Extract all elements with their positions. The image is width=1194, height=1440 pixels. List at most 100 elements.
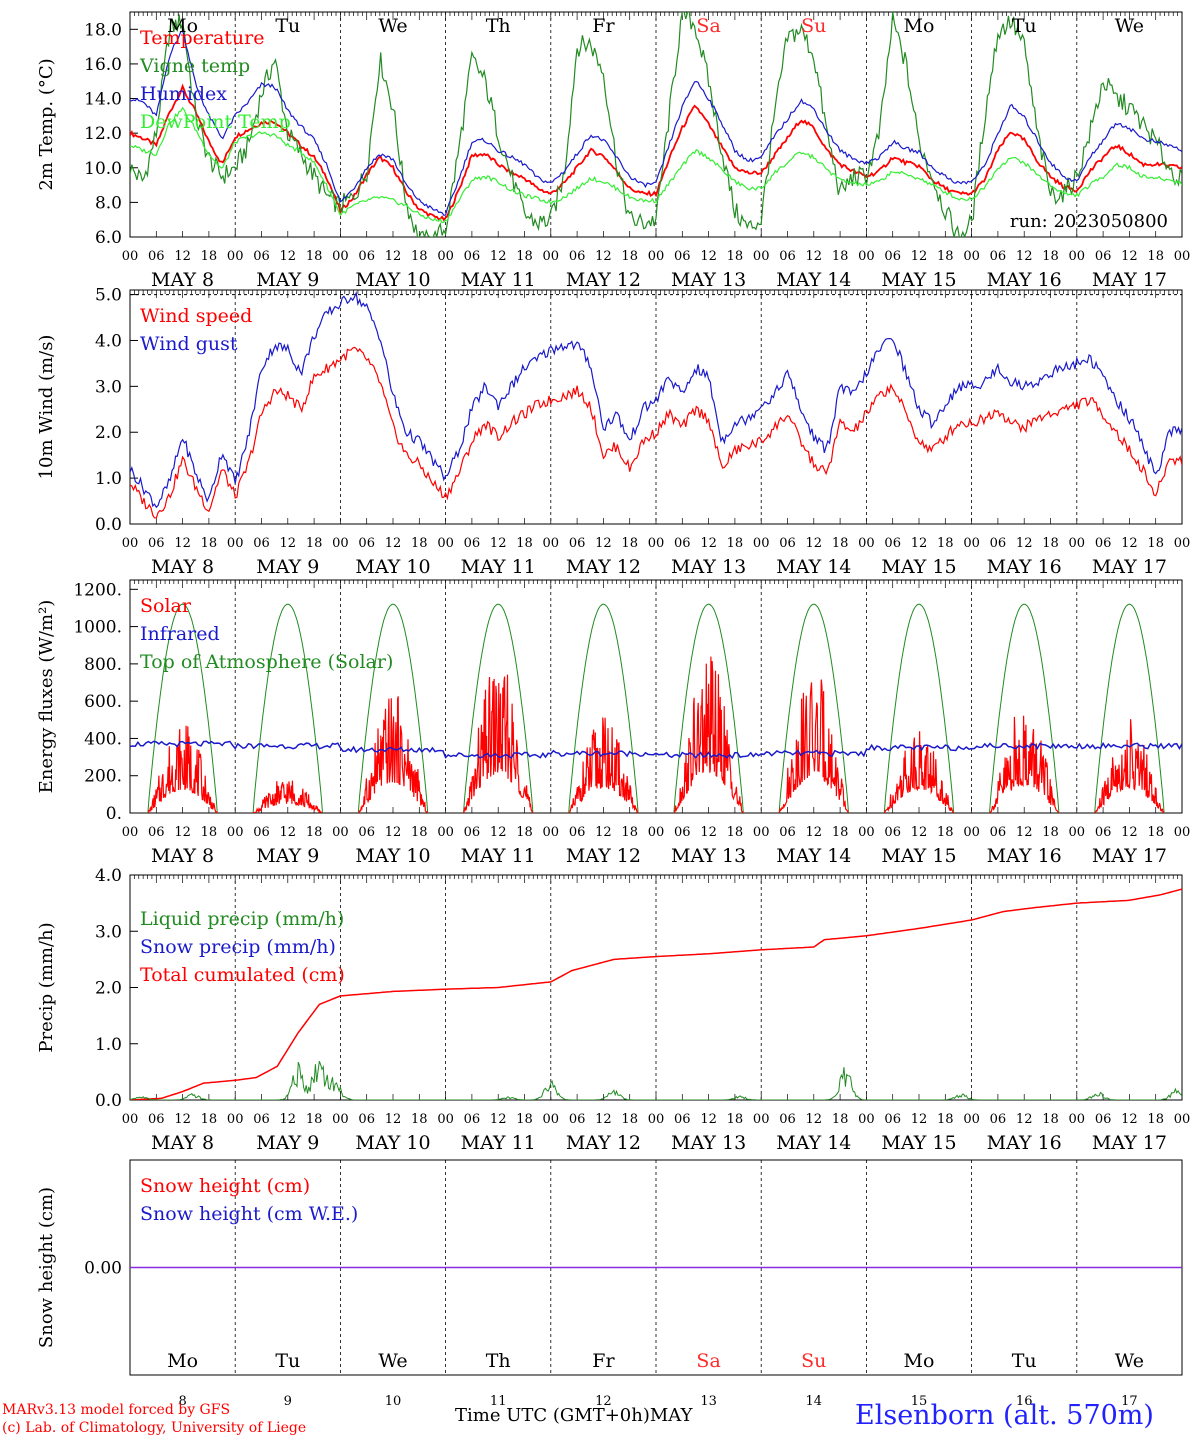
y-tick-label: 12.0 (84, 124, 122, 144)
hour-label: 06 (253, 249, 270, 264)
date-label: MAY 17 (1092, 845, 1167, 867)
hour-label: 18 (1042, 825, 1059, 840)
series-layer (130, 888, 1182, 1100)
hour-label: 18 (621, 536, 638, 551)
hour-label: 00 (437, 825, 454, 840)
weekday-label: Sa (696, 15, 720, 37)
weekday-label: We (1115, 1350, 1144, 1372)
hour-label: 00 (963, 536, 980, 551)
weekday-label: Tu (275, 15, 300, 37)
toa-arc (252, 603, 323, 813)
date-label: MAY 17 (1092, 556, 1167, 578)
hour-label: 06 (1095, 825, 1112, 840)
hour-label: 18 (516, 825, 533, 840)
model-credit-text: MARv3.13 model forced by GFS (2, 1402, 231, 1418)
date-label: MAY 14 (776, 845, 851, 867)
date-label: MAY 12 (566, 845, 641, 867)
weekday-label: We (1115, 15, 1144, 37)
y-tick-label: 0.0 (95, 1091, 122, 1111)
y-tick-label: 1000. (73, 618, 122, 638)
hour-label: 06 (569, 825, 586, 840)
weekday-label: Tu (1012, 15, 1037, 37)
date-label: MAY 9 (256, 556, 319, 578)
date-label: MAY 15 (881, 1132, 956, 1154)
date-label: MAY 16 (987, 845, 1062, 867)
hour-label: 12 (911, 249, 928, 264)
hour-label: 12 (280, 536, 297, 551)
y-tick-label: 14.0 (84, 90, 122, 110)
hour-label: 18 (937, 536, 954, 551)
legend-dewpoint-temp: DewPoint Temp (140, 111, 291, 133)
cumulated-line (130, 888, 1182, 1100)
y-tick-label: 6.0 (95, 228, 122, 248)
date-label: MAY 14 (776, 1132, 851, 1154)
legend-snow-height-cm-: Snow height (cm) (140, 1175, 310, 1197)
day-number-label: 13 (700, 1394, 717, 1409)
hour-label: 00 (963, 1112, 980, 1127)
hour-label: 00 (227, 536, 244, 551)
hour-label: 06 (148, 536, 165, 551)
legend-top-of-atmosphere-solar-: Top of Atmosphere (Solar) (140, 651, 393, 673)
legend-infrared: Infrared (140, 623, 220, 645)
hour-label: 06 (253, 1112, 270, 1127)
y-axis-label: Snow height (cm) (36, 1187, 57, 1348)
y-tick-label: 2.0 (95, 979, 122, 999)
hour-label: 12 (280, 249, 297, 264)
date-label: MAY 15 (881, 845, 956, 867)
legend-wind-gust: Wind gust (140, 333, 238, 355)
weekday-label: Mo (167, 15, 198, 37)
day-number-label: 9 (284, 1394, 292, 1409)
hour-label: 12 (911, 536, 928, 551)
hour-label: 18 (832, 249, 849, 264)
hour-label: 00 (1069, 825, 1086, 840)
date-label: MAY 8 (151, 269, 214, 291)
y-axis-label: 10m Wind (m/s) (36, 335, 57, 480)
x-axis-title: Time UTC (GMT+0h)MAY (455, 1405, 693, 1426)
solar-trace (357, 696, 429, 813)
hour-label: 00 (648, 825, 665, 840)
date-label: MAY 17 (1092, 269, 1167, 291)
legend-wind-speed: Wind speed (140, 305, 252, 327)
hour-label: 18 (621, 825, 638, 840)
hour-label: 12 (595, 1112, 612, 1127)
hour-label: 00 (1069, 249, 1086, 264)
hour-label: 00 (753, 825, 770, 840)
hour-label: 18 (937, 249, 954, 264)
weekday-label: Su (801, 1350, 826, 1372)
weekday-label: Mo (167, 1350, 198, 1372)
legend-liquid-precip-mm-h-: Liquid precip (mm/h) (140, 908, 344, 930)
hour-label: 12 (700, 249, 717, 264)
hour-label: 06 (253, 825, 270, 840)
hour-label: 00 (332, 825, 349, 840)
date-label: MAY 11 (461, 556, 536, 578)
hour-label: 06 (464, 825, 481, 840)
date-label: MAY 10 (355, 845, 430, 867)
y-tick-label: 800. (84, 655, 122, 675)
hour-label: 12 (911, 1112, 928, 1127)
weekday-label: Su (801, 15, 826, 37)
hour-label: 00 (1174, 825, 1191, 840)
day-number-label: 15 (911, 1394, 928, 1409)
y-tick-label: 1200. (73, 580, 122, 600)
hour-label: 12 (806, 1112, 823, 1127)
hour-label: 12 (1016, 249, 1033, 264)
hour-label: 18 (621, 249, 638, 264)
toa-arc (883, 603, 955, 813)
hour-label: 18 (201, 249, 218, 264)
hour-label: 18 (411, 536, 428, 551)
hour-label: 12 (174, 249, 191, 264)
hour-label: 12 (1016, 825, 1033, 840)
y-tick-label: 0.0 (95, 515, 122, 535)
date-label: MAY 15 (881, 269, 956, 291)
toa-arc (357, 603, 429, 813)
hour-label: 12 (595, 536, 612, 551)
hour-label: 06 (358, 1112, 375, 1127)
hour-label: 18 (1042, 1112, 1059, 1127)
hour-label: 06 (674, 825, 691, 840)
toa-arc (1094, 603, 1165, 813)
date-label: MAY 13 (671, 1132, 746, 1154)
hour-label: 18 (832, 536, 849, 551)
hour-label: 12 (1016, 536, 1033, 551)
hour-label: 12 (1121, 536, 1138, 551)
hour-label: 18 (727, 825, 744, 840)
